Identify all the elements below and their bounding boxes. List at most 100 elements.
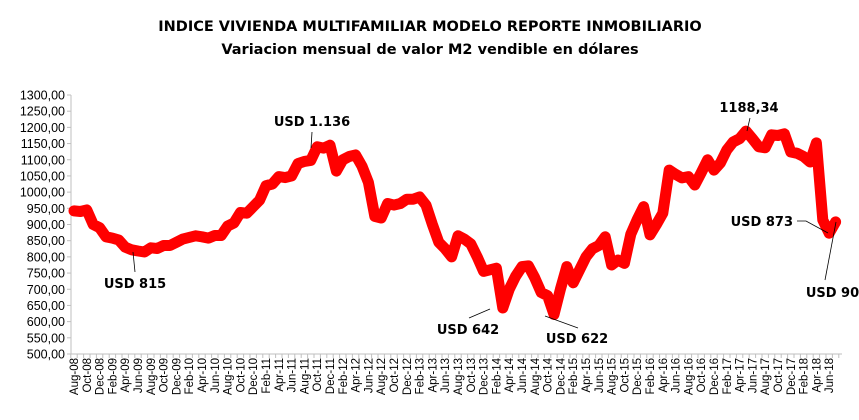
x-tick-label: Oct-12 [389,358,401,393]
data-point [428,220,437,229]
data-point [313,142,322,151]
data-point [223,222,232,231]
data-point [556,285,565,294]
data-point [582,252,590,261]
data-point [626,230,635,239]
data-point [114,236,123,245]
data-point [697,168,706,177]
data-point [178,235,187,244]
data-point [319,144,328,153]
data-point [364,178,373,187]
data-point [102,232,110,241]
data-point [396,199,405,208]
data-point [390,201,398,210]
annotation-leader-line [797,220,829,234]
y-tick-label: 550,00 [27,331,65,345]
annotation-leader-line [746,117,751,132]
annotation-leader-line [132,251,136,273]
x-tick-label: Jun-16 [671,358,683,393]
x-tick-label: Aug-13 [453,358,465,395]
x-tick-label: Jun-12 [363,358,375,393]
data-point [742,127,750,136]
annotation-leader-line [824,221,837,281]
y-tick-label: 900,00 [27,218,65,232]
data-point [434,238,443,247]
x-tick-label: Dec-17 [786,358,798,395]
x-tick-label: Feb-11 [261,358,273,394]
data-point [166,241,174,250]
data-point [825,229,834,238]
y-tick-label: 700,00 [27,283,65,297]
data-point [562,262,571,271]
data-point [665,166,674,175]
data-point [204,234,213,243]
data-point [268,180,277,189]
data-point [652,220,661,229]
data-point [454,231,462,240]
y-tick-label: 950,00 [27,202,65,216]
data-point [524,261,533,270]
data-point [716,158,725,167]
x-tick-label: Dec-14 [555,357,567,395]
data-point [594,241,603,250]
data-point [607,260,616,269]
data-point [249,202,258,211]
data-point [460,235,469,244]
data-point [569,278,578,287]
data-point [492,264,501,273]
data-point [793,149,802,158]
data-point [812,138,821,147]
data-point [262,181,270,190]
x-tick-label: Jun-13 [440,358,452,393]
data-point [377,214,386,223]
data-point [511,272,520,281]
data-point [831,217,840,226]
x-tick-label: Dec-16 [709,358,721,395]
x-tick-label: Dec-08 [95,358,107,395]
x-tick-label: Oct-14 [543,357,555,392]
annotation-leader-line [544,315,579,329]
data-point [729,137,738,146]
data-point [422,201,430,210]
data-point [274,172,283,181]
data-point [754,142,763,151]
data-point [127,245,136,254]
x-tick-label: Feb-15 [568,358,580,394]
y-tick-label: 650,00 [27,299,65,313]
data-point [761,143,770,152]
data-point [633,215,642,224]
y-tick-label: 1200,00 [20,121,65,135]
data-point [466,239,475,248]
data-point [185,233,194,242]
x-tick-label: Apr-17 [735,358,747,393]
x-tick-label: Jun-10 [210,358,222,393]
data-point [383,199,392,208]
data-point [601,232,610,241]
data-point [447,252,456,261]
annotation-label: USD 815 [104,277,166,292]
x-tick-label: Aug-16 [683,358,695,395]
data-point [479,267,488,276]
annotation-label: USD 1.136 [274,115,350,130]
annotation-label: USD 908 [806,286,859,301]
data-point [255,196,264,205]
data-point [774,131,782,140]
chart-title: INDICE VIVIENDA MULTIFAMILIAR MODELO REP… [158,19,701,35]
x-tick-label: Oct-09 [159,358,171,393]
x-tick-label: Apr-16 [658,358,670,393]
y-tick-label: 1050,00 [20,169,65,183]
x-tick-label: Jun-14 [517,357,529,393]
x-tick-label: Aug-10 [223,358,235,395]
x-tick-label: Feb-10 [184,358,196,394]
data-point [710,166,718,175]
data-point [159,241,168,250]
data-point [806,158,814,167]
x-tick-label: Feb-12 [338,358,350,394]
data-point [306,156,315,165]
y-tick-label: 600,00 [27,315,65,329]
data-point [646,230,654,239]
series-line [68,125,842,320]
data-point [703,155,712,164]
data-point [121,243,130,252]
